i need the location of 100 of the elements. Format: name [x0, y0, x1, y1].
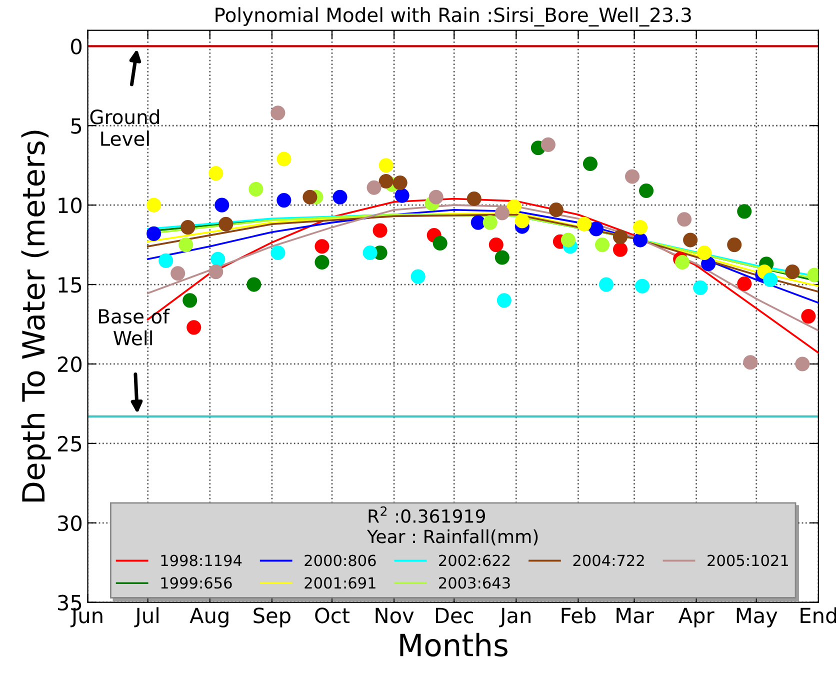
point — [180, 220, 196, 235]
point — [496, 293, 512, 308]
point — [633, 220, 648, 235]
y-tick-label: 20 — [58, 356, 82, 372]
point — [178, 238, 194, 252]
x-tick-label: Oct — [315, 608, 350, 624]
point — [208, 166, 224, 181]
point — [372, 223, 388, 238]
point — [146, 198, 162, 212]
point — [795, 356, 810, 372]
point — [743, 355, 758, 370]
point — [677, 212, 692, 227]
point — [560, 232, 576, 248]
point — [366, 180, 382, 195]
point — [540, 137, 556, 152]
y-tick-label: 10 — [58, 198, 82, 214]
point — [514, 214, 530, 228]
legend-label: 2002:622 — [439, 554, 510, 566]
point — [248, 182, 264, 196]
point — [785, 264, 800, 280]
legend-label: 1998:1194 — [161, 554, 242, 566]
point — [362, 245, 378, 260]
point — [683, 232, 698, 248]
x-tick-label: Feb — [562, 607, 596, 624]
point — [314, 255, 330, 270]
x-tick-label: Aug — [190, 608, 228, 628]
point — [428, 190, 444, 204]
legend-label: 1999:656 — [161, 577, 232, 589]
legend-title: R$^{2}$ :0.361919 Year : Rainfall(mm) — [366, 506, 538, 546]
point — [635, 278, 650, 294]
chart-title: Polynomial Model with Rain :Sirsi_Bore_Well_23.3 — [216, 7, 691, 27]
point — [506, 199, 522, 214]
point — [470, 215, 486, 230]
point — [276, 193, 292, 208]
point — [246, 277, 262, 292]
point — [598, 277, 614, 292]
y-axis-title: Depth To Water (meters) — [21, 130, 51, 502]
point — [763, 272, 778, 288]
point — [801, 309, 816, 324]
point — [302, 190, 318, 204]
legend-label: 2001:691 — [304, 577, 376, 589]
point — [218, 216, 234, 232]
x-tick-label: Mar — [616, 608, 654, 624]
x-tick-label: Nov — [376, 608, 414, 624]
point — [548, 202, 564, 218]
x-tick-label: Sep — [254, 608, 290, 628]
x-tick-label: Apr — [678, 608, 714, 628]
point — [482, 215, 498, 230]
x-tick-label: End — [800, 607, 836, 624]
point — [332, 190, 348, 204]
y-tick-label: 30 — [58, 515, 82, 532]
point — [378, 174, 394, 189]
point — [494, 206, 510, 220]
point — [494, 250, 510, 265]
point — [208, 264, 224, 280]
y-tick-label: 0 — [71, 38, 82, 54]
point — [737, 204, 752, 219]
x-tick-label: May — [736, 608, 778, 628]
point — [170, 266, 186, 281]
point — [314, 239, 330, 254]
point — [582, 156, 598, 172]
legend-label: 2000:806 — [304, 554, 376, 566]
point — [737, 276, 752, 292]
point — [270, 245, 286, 260]
point — [276, 152, 292, 166]
point — [210, 252, 226, 266]
point — [588, 222, 604, 236]
y-tick-label: 25 — [58, 436, 82, 452]
point — [394, 188, 410, 203]
annotation: Ground Level — [90, 109, 159, 146]
point — [693, 280, 708, 295]
x-tick-label: Jan — [499, 608, 530, 628]
annotation: Base of Well — [99, 308, 170, 346]
point — [639, 183, 654, 198]
point — [624, 169, 640, 184]
y-tick-label: 15 — [58, 277, 82, 293]
x-tick-label: Jul — [134, 607, 158, 628]
point — [182, 293, 198, 308]
point — [270, 106, 286, 120]
point — [186, 320, 202, 335]
point — [466, 191, 482, 206]
legend-label: 2004:722 — [573, 554, 644, 566]
point — [633, 232, 648, 248]
point — [432, 236, 448, 250]
point — [594, 238, 610, 252]
point — [378, 158, 394, 173]
point — [576, 216, 592, 232]
y-tick-label: 5 — [71, 118, 82, 134]
legend-label: 2003:643 — [439, 577, 510, 589]
point — [158, 253, 174, 268]
point — [146, 226, 162, 241]
point — [697, 245, 712, 260]
point — [675, 255, 690, 270]
x-tick-label: Dec — [436, 608, 473, 624]
point — [612, 242, 628, 257]
point — [410, 269, 426, 284]
point — [727, 238, 742, 252]
legend-label: 2005:1021 — [708, 554, 788, 566]
point — [612, 230, 628, 244]
point — [488, 238, 504, 252]
